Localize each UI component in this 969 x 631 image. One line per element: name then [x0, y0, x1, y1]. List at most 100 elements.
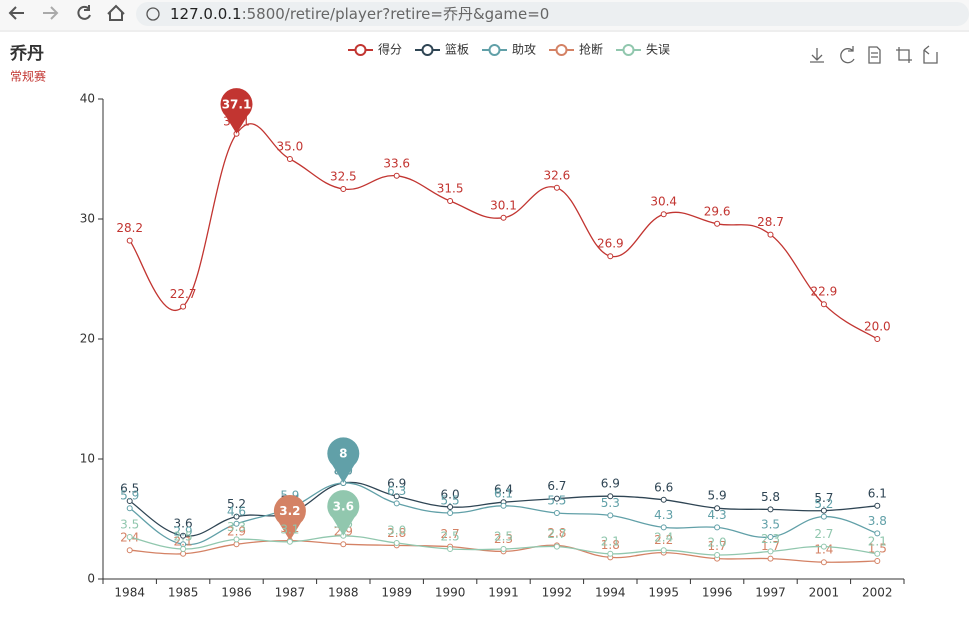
- point: [820, 513, 827, 520]
- info-icon: [146, 7, 160, 21]
- value-label: 1.5: [868, 542, 887, 556]
- value-label: 4.3: [654, 508, 673, 522]
- point: [393, 500, 400, 507]
- value-label: 35.0: [277, 140, 304, 154]
- value-label: 2.1: [868, 534, 887, 548]
- point: [180, 532, 187, 539]
- value-label: 33.6: [383, 156, 410, 170]
- y-tick-label: 20: [80, 332, 95, 346]
- point: [233, 536, 240, 543]
- value-label: 30.4: [650, 195, 677, 209]
- point: [553, 543, 560, 550]
- value-label: 3.0: [387, 524, 406, 538]
- x-tick-label: 1997: [755, 586, 786, 600]
- point: [447, 546, 454, 552]
- value-label: 2.3: [494, 532, 513, 546]
- point: [447, 510, 454, 516]
- point: [714, 524, 721, 531]
- y-tick-label: 0: [87, 572, 95, 586]
- point: [714, 552, 721, 558]
- legend-marker: [622, 44, 635, 56]
- value-label: 22.7: [170, 287, 197, 301]
- chart-subtitle: 常规赛: [10, 69, 46, 84]
- value-label: 3.3: [227, 520, 246, 534]
- value-label: 3.8: [868, 514, 887, 528]
- value-label: 2.9: [174, 525, 193, 539]
- url-host: 127.0.0.1: [170, 5, 242, 23]
- point: [767, 555, 774, 562]
- point: [126, 498, 133, 504]
- point: [447, 504, 454, 510]
- point: [767, 534, 774, 540]
- legend-item[interactable]: 助攻: [482, 43, 536, 57]
- value-label: 6.7: [547, 479, 566, 493]
- point: [553, 510, 560, 516]
- x-tick-label: 1990: [435, 586, 466, 600]
- value-label: 5.3: [601, 496, 620, 510]
- value-label: 5.7: [814, 491, 833, 505]
- point: [500, 546, 507, 552]
- value-label: 29.6: [704, 204, 731, 218]
- x-tick-label: 1992: [542, 586, 573, 600]
- max-pin: [220, 88, 253, 134]
- point: [126, 505, 133, 512]
- url-box[interactable]: [136, 2, 969, 26]
- toolbox[interactable]: [810, 45, 938, 64]
- value-label: 3.1: [280, 522, 299, 536]
- value-label: 31.5: [437, 182, 464, 196]
- max-pin-label: 3.6: [333, 499, 354, 513]
- point: [393, 540, 400, 546]
- x-tick-label: 1995: [648, 586, 679, 600]
- value-label: 2.7: [441, 527, 460, 541]
- value-label: 4.3: [708, 508, 727, 522]
- max-pin: [327, 490, 360, 536]
- x-tick-label: 1984: [114, 586, 145, 600]
- legend-marker: [555, 44, 568, 56]
- value-label: 30.1: [490, 198, 517, 212]
- value-label: 6.6: [654, 480, 673, 494]
- legend-item[interactable]: 失误: [616, 42, 670, 57]
- value-label: 6.9: [387, 477, 406, 491]
- point: [500, 502, 507, 509]
- max-pin: [273, 494, 306, 541]
- value-label: 5.5: [547, 494, 566, 508]
- value-label: 2.3: [761, 532, 780, 546]
- point: [820, 507, 827, 514]
- value-label: 5.2: [227, 497, 246, 511]
- point: [180, 303, 187, 310]
- nav-icons[interactable]: [8, 4, 125, 21]
- legend-item[interactable]: 抢断: [549, 42, 603, 57]
- point: [180, 550, 187, 557]
- legend-marker: [354, 44, 367, 56]
- value-label: 32.6: [544, 168, 571, 182]
- value-label: 5.5: [441, 494, 460, 508]
- value-label: 1.7: [761, 539, 780, 553]
- legend-label: 抢断: [579, 42, 603, 57]
- point: [126, 534, 133, 540]
- value-label: 2.9: [227, 525, 246, 539]
- x-tick-label: 1989: [381, 586, 412, 600]
- legend-item[interactable]: 得分: [348, 42, 402, 57]
- value-label: 2.8: [387, 526, 406, 540]
- point: [553, 495, 560, 502]
- point: [820, 543, 827, 550]
- point: [233, 541, 240, 548]
- value-label: 6.0: [441, 488, 460, 502]
- point: [660, 211, 667, 218]
- point: [286, 538, 293, 545]
- value-label: 5.9: [708, 489, 727, 503]
- value-label: 32.5: [330, 170, 357, 184]
- chart-title: 乔丹: [9, 44, 44, 64]
- url-rest: :5800/retire/player?retire=乔丹&game=0: [242, 5, 550, 23]
- point: [714, 220, 721, 227]
- legend-marker: [488, 44, 501, 56]
- point: [233, 513, 240, 520]
- point: [607, 493, 614, 500]
- max-pin-label: 8: [339, 447, 347, 461]
- value-label: 22.9: [811, 285, 838, 299]
- point: [874, 550, 881, 557]
- point: [447, 198, 454, 204]
- legend-item[interactable]: 篮板: [415, 42, 469, 57]
- value-label: 6.1: [494, 486, 513, 500]
- point: [767, 506, 774, 513]
